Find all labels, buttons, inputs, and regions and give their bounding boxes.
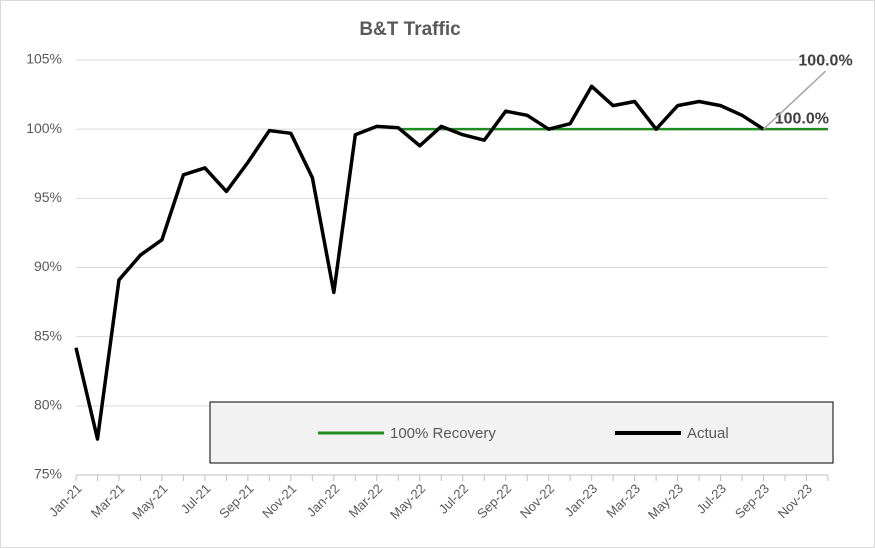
- y-tick-label: 95%: [34, 189, 62, 205]
- y-tick-label: 80%: [34, 397, 62, 413]
- y-tick-label: 100%: [26, 120, 62, 136]
- y-tick-label: 75%: [34, 466, 62, 482]
- legend-label: Actual: [687, 425, 729, 442]
- legend-label: 100% Recovery: [390, 425, 496, 442]
- y-tick-label: 85%: [34, 327, 62, 343]
- leader-line: [763, 70, 827, 130]
- data-label: 100.0%: [798, 52, 852, 69]
- y-tick-label: 90%: [34, 258, 62, 274]
- y-tick-label: 105%: [26, 51, 62, 67]
- series-line: [74, 84, 765, 441]
- data-label: 100.0%: [775, 110, 829, 127]
- chart-title: B&T Traffic: [359, 19, 461, 40]
- legend-box: [209, 401, 834, 464]
